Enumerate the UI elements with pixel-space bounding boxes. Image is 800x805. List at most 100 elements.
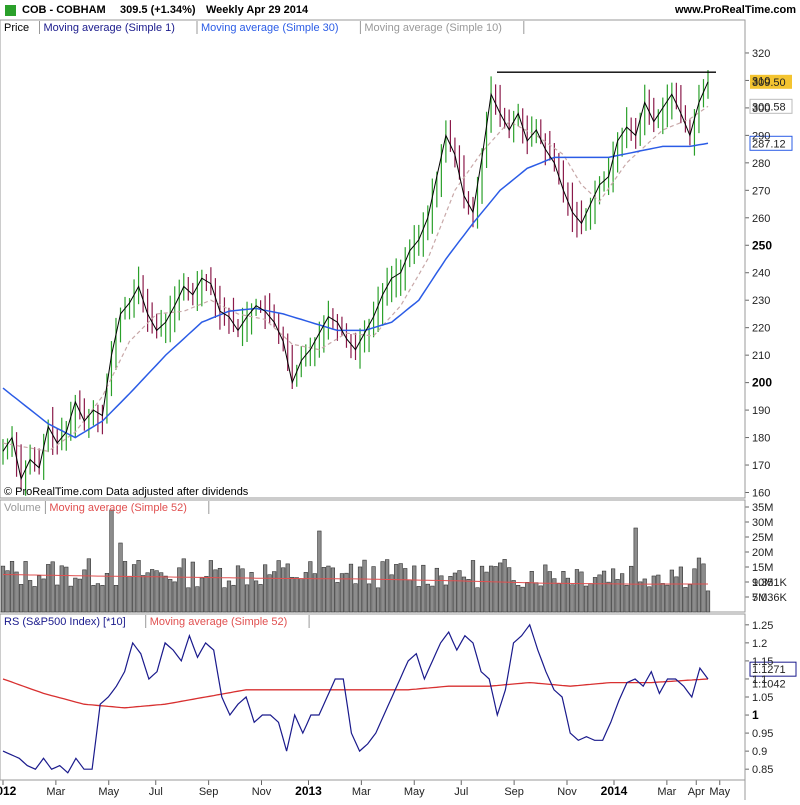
price-tick-label: 160	[752, 488, 770, 500]
volume-bar	[290, 576, 295, 613]
volume-bar	[525, 582, 530, 613]
price-tick-label: 250	[752, 238, 772, 252]
volume-bar	[131, 564, 137, 613]
volume-bar	[82, 569, 87, 613]
volume-last-label: 7.036K	[752, 592, 788, 604]
header-last-price: 309.5 (+1.34%)	[120, 4, 196, 16]
volume-bar	[37, 575, 42, 613]
close-label-box	[750, 74, 792, 89]
volume-bar	[620, 573, 625, 613]
price-tick-label: 320	[752, 48, 770, 60]
volume-bar	[366, 583, 372, 613]
marks-layer	[0, 70, 797, 774]
rs-ma52-line	[2, 678, 709, 709]
volume-tick-label: 5M	[752, 592, 767, 604]
volume-bar	[204, 576, 209, 613]
volume-tick-label: 20M	[752, 547, 773, 559]
volume-bar	[488, 565, 494, 613]
volume-bar	[696, 557, 702, 613]
volume-bar	[357, 566, 363, 613]
volume-bar	[253, 580, 259, 613]
volume-bar	[466, 579, 471, 613]
volume-bar	[326, 565, 331, 613]
volume-bar	[235, 565, 241, 613]
volume-bar	[0, 565, 6, 613]
volume-bar	[303, 572, 308, 613]
ma10-line	[2, 105, 709, 452]
volume-bar	[516, 585, 521, 613]
volume-bar	[412, 565, 417, 613]
rs-tick-label: 1.15	[752, 656, 773, 668]
volume-ma52-last-label: 9.351K	[752, 577, 788, 589]
volume-bar	[656, 574, 661, 613]
volume-bar	[226, 580, 232, 613]
volume-bar	[601, 570, 607, 613]
x-tick-label: Nov	[557, 786, 577, 798]
volume-bar	[389, 574, 394, 613]
volume-bar	[23, 561, 28, 613]
volume-bar	[660, 583, 665, 613]
volume-bar	[507, 567, 512, 613]
volume-bar	[398, 563, 403, 613]
rs-tick-label: 1.25	[752, 620, 773, 632]
rs-tick-label: 1.1	[752, 674, 767, 686]
ma30-last-label: 287.12	[752, 138, 786, 150]
volume-bar	[701, 563, 706, 613]
volume-bar	[407, 579, 412, 613]
x-tick-label: Sep	[199, 786, 219, 798]
copyright-note: © ProRealTime.com Data adjusted after di…	[4, 486, 249, 498]
rs-tick-label: 0.95	[752, 728, 773, 740]
volume-bar	[213, 569, 218, 613]
volume-bar	[258, 584, 263, 613]
close-last-label: 309.50	[752, 77, 786, 89]
volume-bar	[344, 572, 349, 613]
volume-bar	[308, 561, 313, 613]
price-tick-label: 210	[752, 350, 770, 362]
volume-bar	[104, 573, 110, 613]
volume-bar	[606, 581, 611, 613]
volume-tick-label: 30M	[752, 517, 773, 529]
volume-bar	[9, 561, 15, 613]
volume-bar	[529, 571, 534, 613]
volume-bar	[150, 569, 155, 613]
volume-bar	[195, 586, 200, 613]
volume-bar	[127, 575, 132, 613]
rs-legend-0: RS (S&P500 Index) [*10]	[4, 616, 126, 628]
volume-bar	[552, 578, 557, 613]
volume-bar	[610, 568, 616, 613]
volume-bar	[642, 578, 647, 613]
volume-bar	[172, 581, 177, 613]
x-tick-label: Apr	[688, 786, 705, 798]
volume-bar	[199, 577, 204, 613]
volume-bar	[163, 575, 168, 613]
volume-bar	[231, 584, 236, 613]
volume-bar	[705, 590, 711, 613]
volume-bar	[570, 584, 575, 613]
volume-bar	[281, 567, 286, 613]
ma30-line	[2, 142, 709, 439]
volume-bar	[28, 580, 33, 613]
rs-tick-label: 1.2	[752, 638, 767, 650]
volume-bar	[380, 561, 385, 613]
volume-bar	[574, 569, 580, 613]
x-tick-label: May	[709, 786, 730, 798]
volume-bar	[457, 570, 462, 613]
price-tick-label: 180	[752, 433, 770, 445]
ma10-label-box	[749, 98, 793, 114]
rs-tick-label: 1	[752, 708, 759, 722]
price-tick-label: 230	[752, 295, 770, 307]
volume-bar	[592, 577, 598, 613]
volume-bar	[520, 586, 525, 613]
volume-bar	[565, 577, 571, 613]
volume-bar	[55, 584, 60, 613]
x-tick-label: Jul	[149, 786, 163, 798]
volume-bar	[272, 571, 277, 613]
volume-bar	[217, 567, 223, 613]
logo-icon	[5, 5, 16, 16]
price-legend-0: Price	[4, 22, 29, 34]
volume-bar	[73, 577, 78, 613]
volume-bar	[86, 558, 91, 613]
volume-bar	[538, 585, 543, 613]
